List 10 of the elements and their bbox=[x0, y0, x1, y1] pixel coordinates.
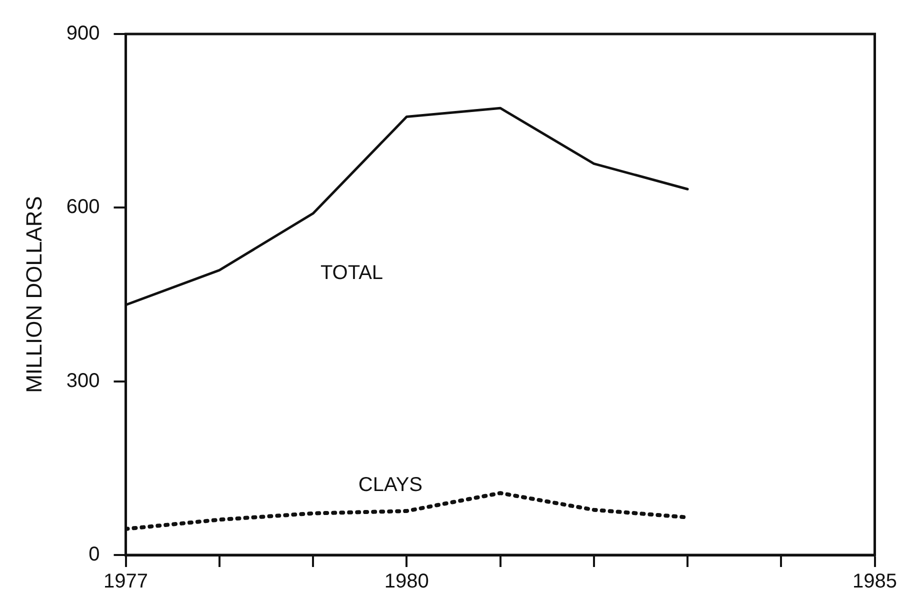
x-tick-label: 1977 bbox=[104, 570, 148, 593]
x-tick-label: 1980 bbox=[384, 570, 429, 593]
y-axis-title: MILLION DOLLARS bbox=[21, 196, 46, 393]
y-tick-label: 0 bbox=[88, 544, 100, 566]
x-tick-label: 1985 bbox=[852, 570, 898, 593]
series-label: CLAYS bbox=[358, 474, 423, 496]
text: TOTAL bbox=[320, 262, 384, 284]
y-tick-label: 300 bbox=[66, 370, 100, 392]
y-tick-label: 900 bbox=[66, 22, 100, 45]
y-tick-label: 600 bbox=[66, 196, 100, 218]
